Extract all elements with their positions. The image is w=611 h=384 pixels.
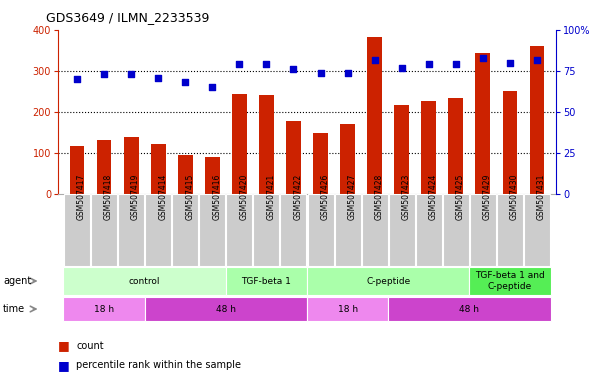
Text: ■: ■ [58, 359, 70, 372]
Text: GSM507423: GSM507423 [401, 174, 411, 220]
Bar [389, 194, 415, 266]
Point [451, 61, 461, 68]
Point [153, 74, 163, 81]
Bar [151, 144, 166, 194]
Text: count: count [76, 341, 104, 351]
Point [288, 66, 298, 73]
Text: TGF-beta 1: TGF-beta 1 [241, 276, 291, 285]
Text: GSM507426: GSM507426 [321, 174, 329, 220]
Text: C-peptide: C-peptide [366, 276, 411, 285]
Text: agent: agent [3, 276, 31, 286]
Bar [226, 266, 307, 295]
Bar [470, 194, 496, 266]
Bar [70, 146, 84, 194]
Text: GSM507415: GSM507415 [185, 174, 194, 220]
Bar [469, 266, 551, 295]
Text: 18 h: 18 h [337, 305, 357, 313]
Text: GSM507429: GSM507429 [483, 174, 492, 220]
Text: GSM507417: GSM507417 [77, 174, 86, 220]
Point [424, 61, 434, 68]
Point [316, 70, 326, 76]
Bar [145, 194, 171, 266]
Bar [448, 98, 463, 194]
Text: time: time [3, 304, 25, 314]
Bar [497, 194, 523, 266]
Bar [226, 194, 252, 266]
Bar [524, 194, 550, 266]
Text: GSM507425: GSM507425 [456, 174, 465, 220]
Point [370, 56, 379, 63]
Bar [422, 101, 436, 194]
Text: 48 h: 48 h [216, 305, 236, 313]
Point [126, 71, 136, 77]
Text: 48 h: 48 h [459, 305, 480, 313]
Bar [362, 194, 387, 266]
Bar [307, 266, 469, 295]
Point [72, 76, 82, 82]
Text: GSM507430: GSM507430 [510, 174, 519, 220]
Bar [172, 194, 198, 266]
Bar [313, 133, 328, 194]
Text: GSM507419: GSM507419 [131, 174, 140, 220]
Point [397, 65, 406, 71]
Bar [367, 37, 382, 194]
Point [262, 61, 271, 68]
Bar [259, 95, 274, 194]
Bar [307, 194, 334, 266]
Bar [388, 296, 551, 321]
Text: GSM507416: GSM507416 [212, 174, 221, 220]
Bar [91, 194, 117, 266]
Bar [254, 194, 279, 266]
Bar [530, 46, 544, 194]
Bar [335, 194, 360, 266]
Text: GSM507424: GSM507424 [429, 174, 438, 220]
Point [478, 55, 488, 61]
Bar [286, 121, 301, 194]
Bar [280, 194, 307, 266]
Bar [118, 194, 144, 266]
Text: GSM507427: GSM507427 [348, 174, 357, 220]
Bar [178, 156, 192, 194]
Bar [475, 53, 491, 194]
Text: GSM507414: GSM507414 [158, 174, 167, 220]
Bar [502, 91, 518, 194]
Bar [199, 194, 225, 266]
Bar [97, 140, 111, 194]
Bar [340, 124, 355, 194]
Text: control: control [129, 276, 160, 285]
Bar [64, 296, 145, 321]
Text: GSM507428: GSM507428 [375, 174, 384, 220]
Text: 18 h: 18 h [94, 305, 114, 313]
Point [207, 84, 217, 91]
Point [99, 71, 109, 77]
Bar [416, 194, 442, 266]
Bar [205, 157, 220, 194]
Point [235, 61, 244, 68]
Point [343, 70, 353, 76]
Text: GSM507422: GSM507422 [293, 174, 302, 220]
Text: GDS3649 / ILMN_2233539: GDS3649 / ILMN_2233539 [46, 11, 209, 24]
Text: percentile rank within the sample: percentile rank within the sample [76, 361, 241, 371]
Bar [232, 94, 247, 194]
Bar [145, 296, 307, 321]
Text: GSM507420: GSM507420 [240, 174, 248, 220]
Text: TGF-beta 1 and
C-peptide: TGF-beta 1 and C-peptide [475, 271, 545, 291]
Bar [64, 194, 90, 266]
Point [505, 60, 515, 66]
Bar [123, 137, 139, 194]
Point [180, 79, 190, 86]
Text: ■: ■ [58, 339, 70, 352]
Text: GSM507431: GSM507431 [537, 174, 546, 220]
Point [532, 56, 542, 63]
Text: GSM507421: GSM507421 [266, 174, 276, 220]
Bar [307, 296, 388, 321]
Bar [64, 266, 226, 295]
Bar [443, 194, 469, 266]
Text: GSM507418: GSM507418 [104, 174, 113, 220]
Bar [394, 104, 409, 194]
